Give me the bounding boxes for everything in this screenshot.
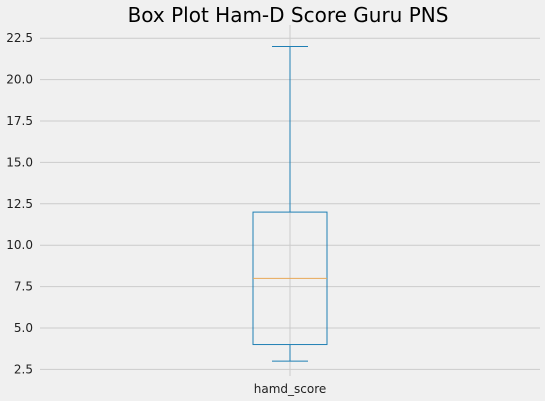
- y-tick-label: 7.5: [14, 280, 33, 294]
- y-tick-label: 17.5: [6, 114, 33, 128]
- y-tick-label: 5.0: [14, 321, 33, 335]
- y-tick-label: 12.5: [6, 197, 33, 211]
- y-tick-label: 20.0: [6, 73, 33, 87]
- chart-title: Box Plot Ham-D Score Guru PNS: [128, 3, 449, 27]
- y-tick-label: 22.5: [6, 31, 33, 45]
- y-tick-label: 10.0: [6, 238, 33, 252]
- x-tick-label: hamd_score: [254, 382, 327, 396]
- y-tick-label: 15.0: [6, 155, 33, 169]
- y-tick-label: 2.5: [14, 362, 33, 376]
